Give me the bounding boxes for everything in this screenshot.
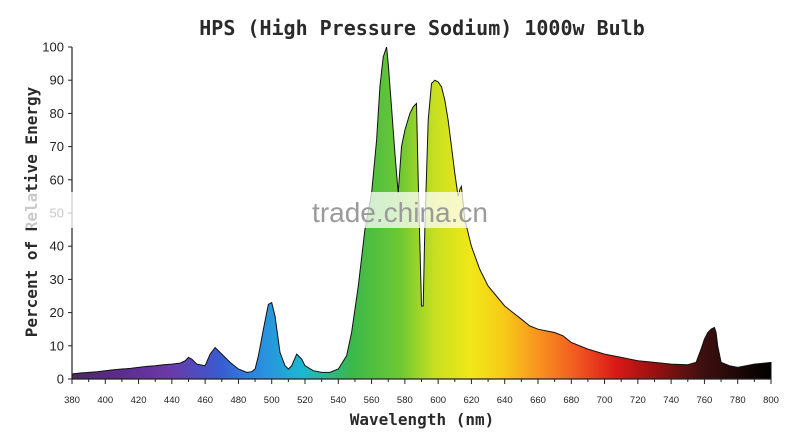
chart-title: HPS (High Pressure Sodium) 1000w Bulb <box>199 16 645 40</box>
x-tick-label: 440 <box>164 395 180 406</box>
watermark-band <box>0 192 800 228</box>
x-tick-label: 480 <box>230 395 246 406</box>
y-tick-label: 40 <box>50 239 64 254</box>
y-tick-label: 70 <box>50 139 64 154</box>
y-tick-label: 10 <box>50 338 64 353</box>
y-tick-label: 0 <box>57 372 64 387</box>
x-tick-label: 420 <box>131 395 147 406</box>
x-tick-label: 700 <box>597 395 613 406</box>
x-tick-label: 500 <box>264 395 280 406</box>
x-tick-label: 600 <box>430 395 446 406</box>
x-tick-label: 760 <box>696 395 712 406</box>
x-tick-label: 460 <box>197 395 213 406</box>
x-tick-label: 400 <box>97 395 113 406</box>
x-tick-label: 380 <box>64 395 80 406</box>
y-ticks: 0102030405060708090100 <box>42 40 72 387</box>
y-tick-label: 90 <box>50 73 64 88</box>
x-tick-label: 660 <box>530 395 546 406</box>
x-tick-label: 580 <box>397 395 413 406</box>
x-ticks: 380 400 420 440 460 480 500 520 540 560 580 600 620 6… <box>64 379 779 406</box>
y-tick-label: 100 <box>42 40 64 55</box>
y-tick-label: 80 <box>50 106 64 121</box>
x-tick-label: 680 <box>563 395 579 406</box>
x-tick-label: 520 <box>297 395 313 406</box>
x-tick-label: 620 <box>463 395 479 406</box>
x-tick-label: 640 <box>497 395 513 406</box>
x-tick-label: 740 <box>663 395 679 406</box>
x-tick-label: 560 <box>364 395 380 406</box>
x-tick-label: 720 <box>630 395 646 406</box>
y-tick-label: 30 <box>50 272 64 287</box>
watermark: trade.china.cn <box>312 197 488 228</box>
y-tick-label: 60 <box>50 172 64 187</box>
x-axis-label: Wavelength (nm) <box>350 410 495 429</box>
x-tick-label: 540 <box>330 395 346 406</box>
y-tick-label: 20 <box>50 305 64 320</box>
x-tick-label: 800 <box>763 395 779 406</box>
x-tick-label: 780 <box>730 395 746 406</box>
